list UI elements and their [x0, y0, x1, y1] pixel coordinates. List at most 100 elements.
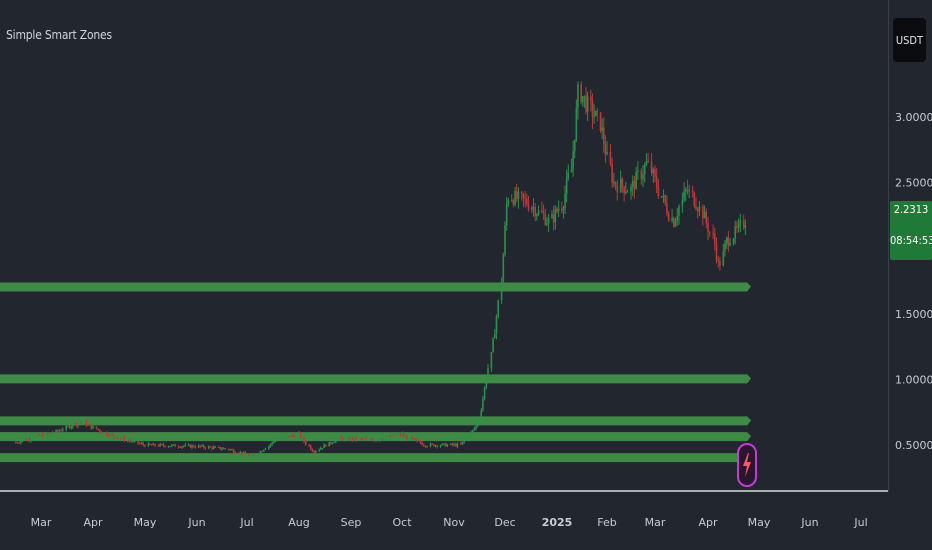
candle [494, 328, 496, 339]
candle [703, 205, 706, 219]
countdown-text: 08:54:53 [890, 234, 932, 247]
candle [330, 440, 332, 445]
candle [284, 435, 287, 438]
candle [279, 437, 282, 440]
candle [633, 176, 636, 199]
candle [118, 438, 120, 440]
candle [36, 433, 39, 438]
smart-zone-band[interactable] [0, 374, 752, 384]
candle [348, 435, 351, 441]
candle [507, 197, 510, 208]
candle [643, 162, 646, 183]
candle [466, 436, 469, 440]
candle [191, 444, 193, 450]
candle [426, 445, 428, 448]
candle [311, 448, 314, 453]
time-tick-label: Apr [83, 516, 103, 529]
smart-zone-band[interactable] [0, 282, 752, 292]
candle [249, 454, 252, 457]
candle [502, 252, 505, 283]
candle [661, 195, 663, 199]
time-tick-label: Nov [443, 516, 465, 529]
candle [257, 453, 260, 457]
candle [130, 439, 132, 444]
candle [309, 444, 312, 451]
candle [686, 179, 689, 195]
candle [321, 447, 324, 450]
candle [515, 183, 518, 202]
candle [441, 443, 444, 446]
candle [239, 450, 242, 455]
candle [363, 436, 366, 441]
candle [320, 446, 322, 450]
candle [109, 433, 112, 439]
candle [164, 445, 166, 448]
candle [197, 444, 200, 448]
candle [199, 445, 202, 448]
candle [392, 434, 395, 437]
candle [429, 442, 432, 448]
candle [97, 428, 99, 431]
candle [482, 395, 484, 412]
candle [505, 196, 508, 231]
candle [259, 450, 262, 457]
candle [20, 440, 22, 445]
candle [688, 184, 690, 199]
candle [609, 143, 612, 167]
candle [21, 439, 24, 443]
candle [40, 433, 42, 437]
candle [106, 431, 108, 437]
candle [128, 437, 131, 443]
candle [537, 205, 540, 217]
last-price-label: 2.2313 [890, 201, 932, 219]
candle [46, 432, 49, 436]
time-tick-label: Jun [800, 516, 818, 529]
candle [224, 447, 227, 450]
candle [724, 240, 726, 257]
candle [414, 438, 417, 441]
time-tick-label: Apr [698, 516, 718, 529]
indicator-title[interactable]: Simple Smart Zones [6, 28, 112, 42]
candle [737, 218, 740, 233]
candle [323, 443, 325, 448]
candle [542, 204, 545, 220]
candle [90, 424, 93, 430]
candle [708, 231, 711, 237]
smart-zone-band[interactable] [0, 416, 752, 426]
candle [15, 441, 17, 444]
candle [167, 445, 170, 448]
candle [683, 181, 685, 203]
candle [291, 434, 294, 437]
candle [384, 437, 386, 441]
candle [693, 191, 696, 208]
candle [475, 425, 477, 431]
candle [552, 205, 555, 231]
candle [621, 177, 624, 193]
candle [402, 431, 405, 438]
price-tick-label: 1.5000 [895, 308, 932, 321]
candle [150, 443, 153, 446]
candle [611, 157, 613, 189]
candle [254, 455, 257, 457]
candle [242, 451, 245, 456]
currency-badge[interactable]: USDT [893, 18, 926, 62]
candle [567, 164, 570, 181]
candle [613, 172, 615, 188]
smart-zone-band[interactable] [0, 453, 752, 463]
lightning-icon[interactable] [737, 443, 757, 487]
candle [391, 433, 393, 438]
candle [247, 453, 250, 456]
candle [237, 452, 240, 455]
candle [722, 243, 725, 267]
candle [222, 447, 225, 450]
candle [650, 153, 653, 176]
candle [184, 442, 187, 447]
candle [177, 445, 180, 449]
candle [368, 436, 371, 440]
smart-zone-band[interactable] [0, 432, 752, 442]
candle [281, 435, 284, 439]
candle [510, 194, 513, 202]
candle [527, 195, 530, 212]
candle [360, 437, 362, 441]
